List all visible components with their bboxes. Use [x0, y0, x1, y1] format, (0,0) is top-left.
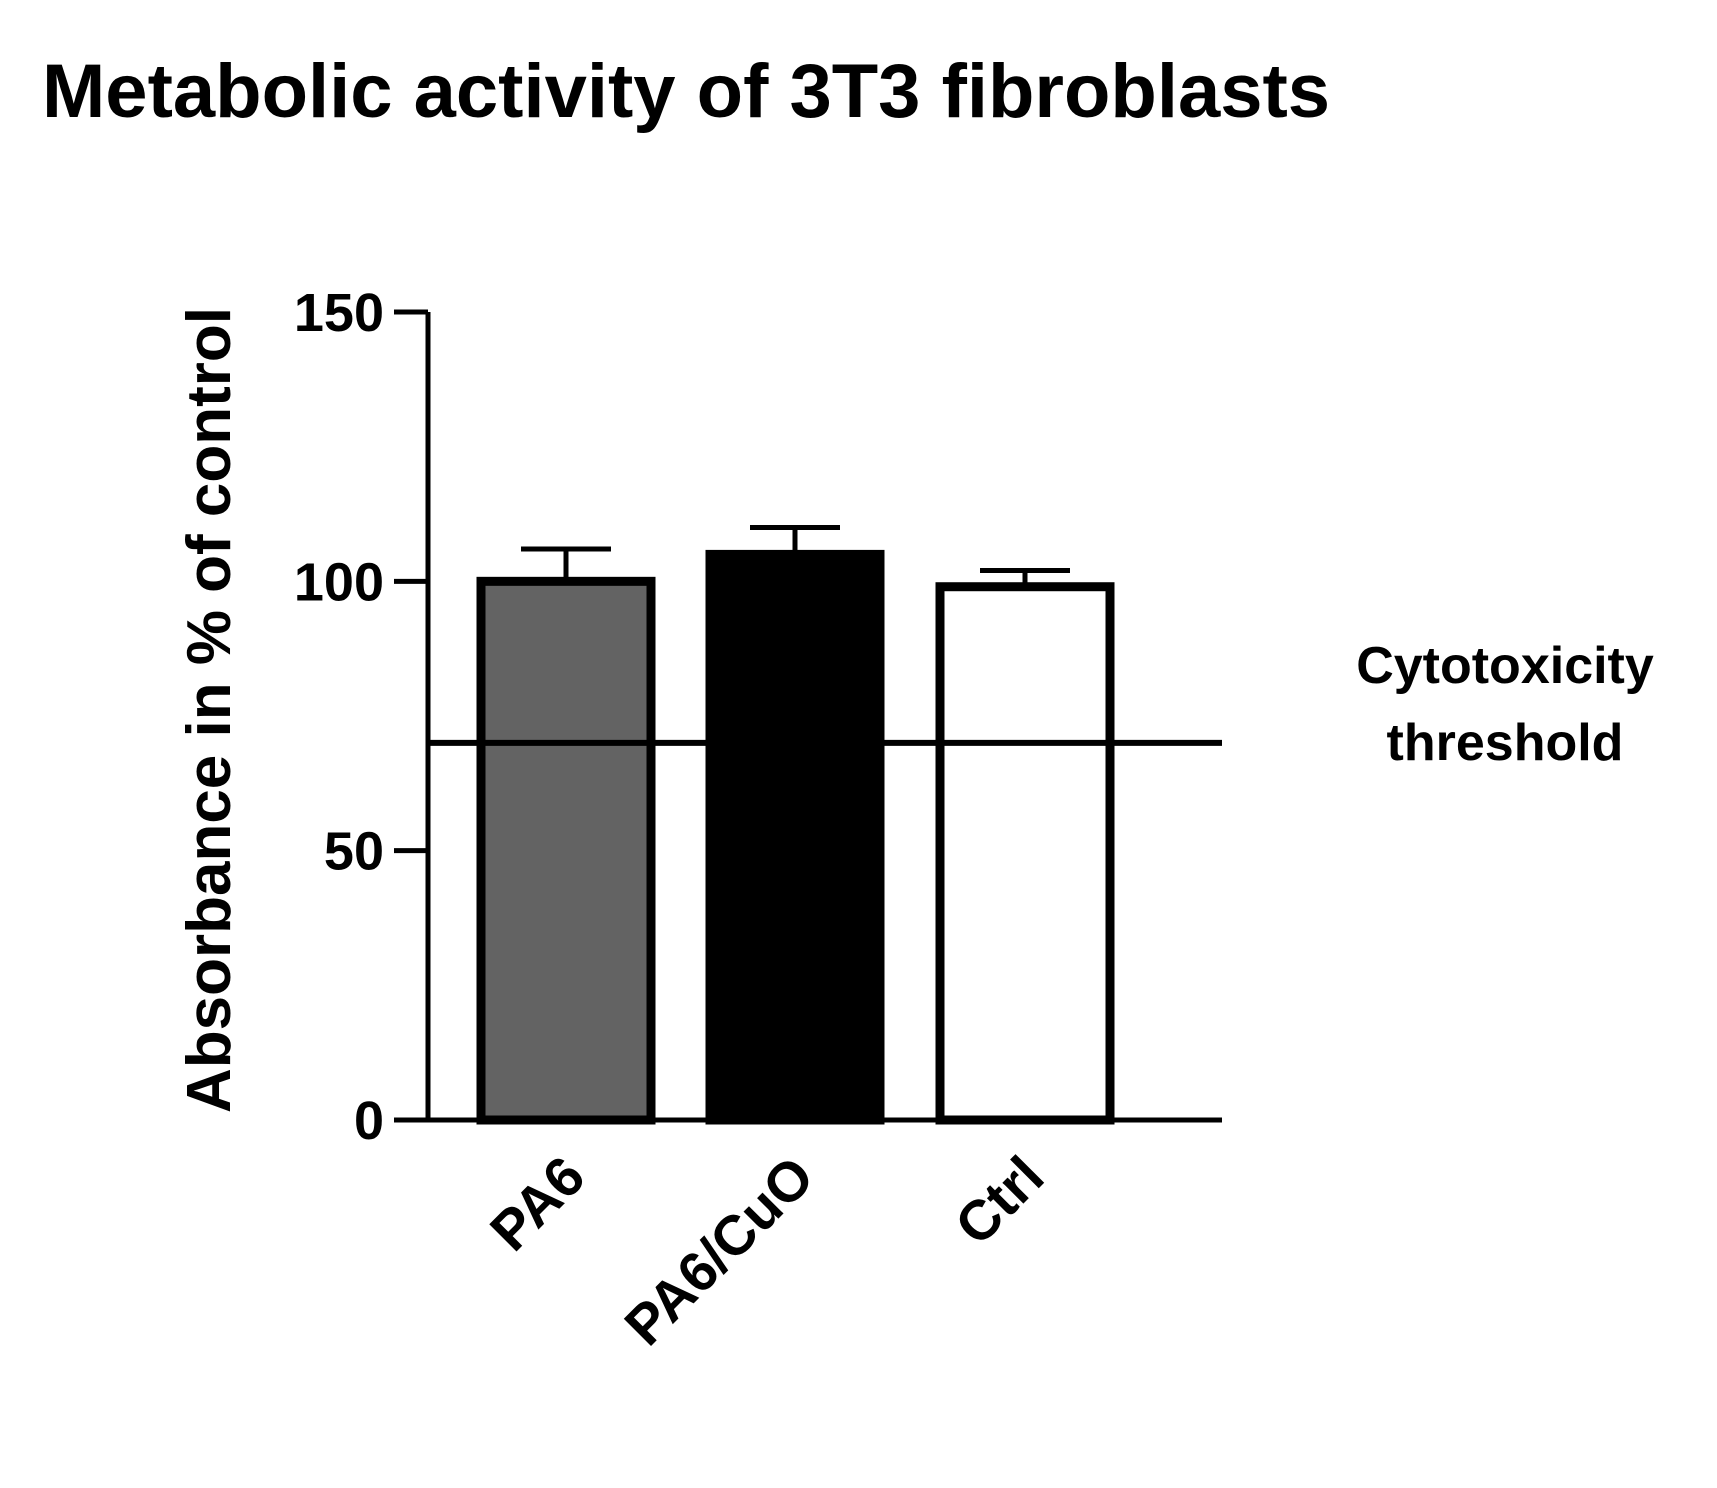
x-tick-label: Ctrl [943, 1144, 1056, 1257]
x-tick-label: PA6/CuO [612, 1144, 825, 1357]
y-axis-label: Absorbance in % of control [175, 307, 244, 1113]
y-tick-label: 0 [354, 1091, 384, 1151]
y-tick-label: 100 [294, 552, 384, 612]
plot-area: 0 50 100 150 PA6 PA6/CuO Ctrl [294, 283, 1222, 1357]
bar-pa6-cuo [705, 549, 885, 1125]
bar-ctrl [935, 582, 1115, 1125]
threshold-label-line-1: Cytotoxicity [1356, 637, 1654, 695]
threshold-label-line-2: threshold [1387, 714, 1624, 772]
y-tick-label: 150 [294, 283, 384, 343]
bar-pa6 [476, 576, 656, 1125]
y-tick-label: 50 [324, 822, 384, 882]
x-tick-label: PA6 [478, 1144, 597, 1263]
chart-title: Metabolic activity of 3T3 fibroblasts [42, 49, 1330, 134]
